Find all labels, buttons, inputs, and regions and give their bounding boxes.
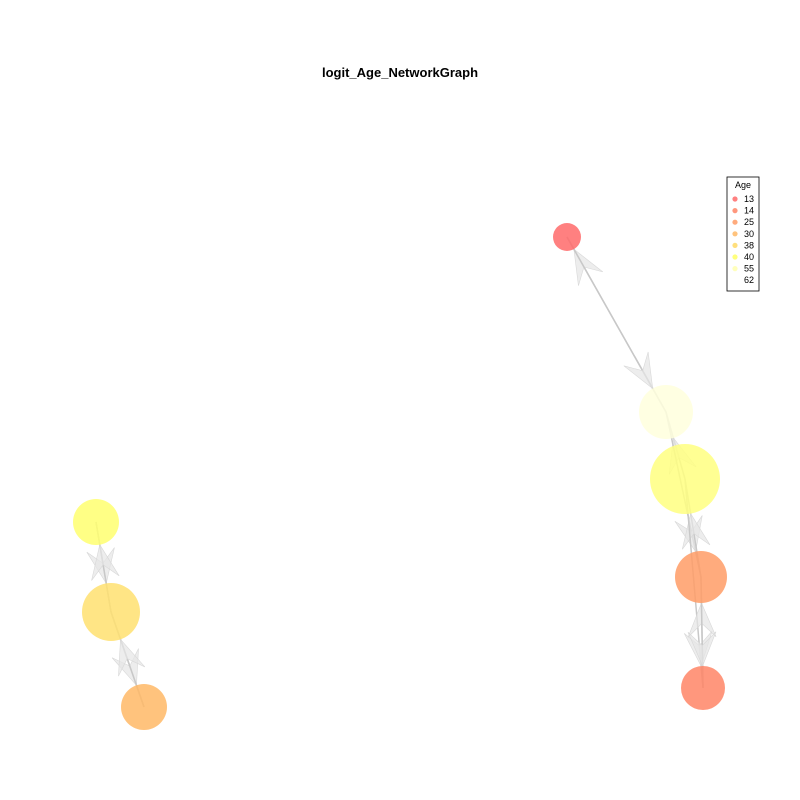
legend-box — [726, 176, 760, 292]
legend-swatch-14 — [732, 208, 738, 214]
arrowhead-n38-n40 — [91, 543, 120, 581]
legend-title: Age — [735, 180, 751, 190]
legend-label-40: 40 — [744, 252, 754, 262]
legend-label-62: 62 — [744, 275, 754, 285]
nodes-layer — [73, 223, 727, 730]
node-age-38 — [82, 583, 140, 641]
legend-label-25: 25 — [744, 217, 754, 227]
node-age-13 — [553, 223, 581, 251]
arrowhead-n13-n62 — [623, 351, 654, 390]
node-age-55 — [650, 444, 720, 514]
legend-swatch-13 — [732, 196, 738, 202]
arrowhead-n30-n38 — [118, 638, 146, 677]
graph-title: logit_Age_NetworkGraph — [322, 65, 478, 80]
legend-swatch-62 — [732, 277, 738, 283]
node-age-62 — [639, 385, 693, 439]
legend-swatch-25 — [732, 219, 738, 225]
node-age-40 — [73, 499, 119, 545]
legend-label-13: 13 — [744, 194, 754, 204]
legend-label-38: 38 — [744, 240, 754, 250]
legend-swatch-30 — [732, 231, 738, 237]
legend-swatch-55 — [732, 266, 738, 272]
arrowhead-n25-n14 — [687, 631, 717, 667]
legend-label-14: 14 — [744, 206, 754, 216]
edges-layer — [86, 236, 717, 708]
node-age-30 — [121, 684, 167, 730]
node-age-25 — [675, 551, 727, 603]
legend-label-55: 55 — [744, 264, 754, 274]
legend-swatch-40 — [732, 254, 738, 260]
legend-swatch-38 — [732, 242, 738, 248]
legend-label-30: 30 — [744, 229, 754, 239]
node-age-14 — [681, 666, 725, 710]
arrowhead-n62-n13 — [573, 248, 604, 286]
